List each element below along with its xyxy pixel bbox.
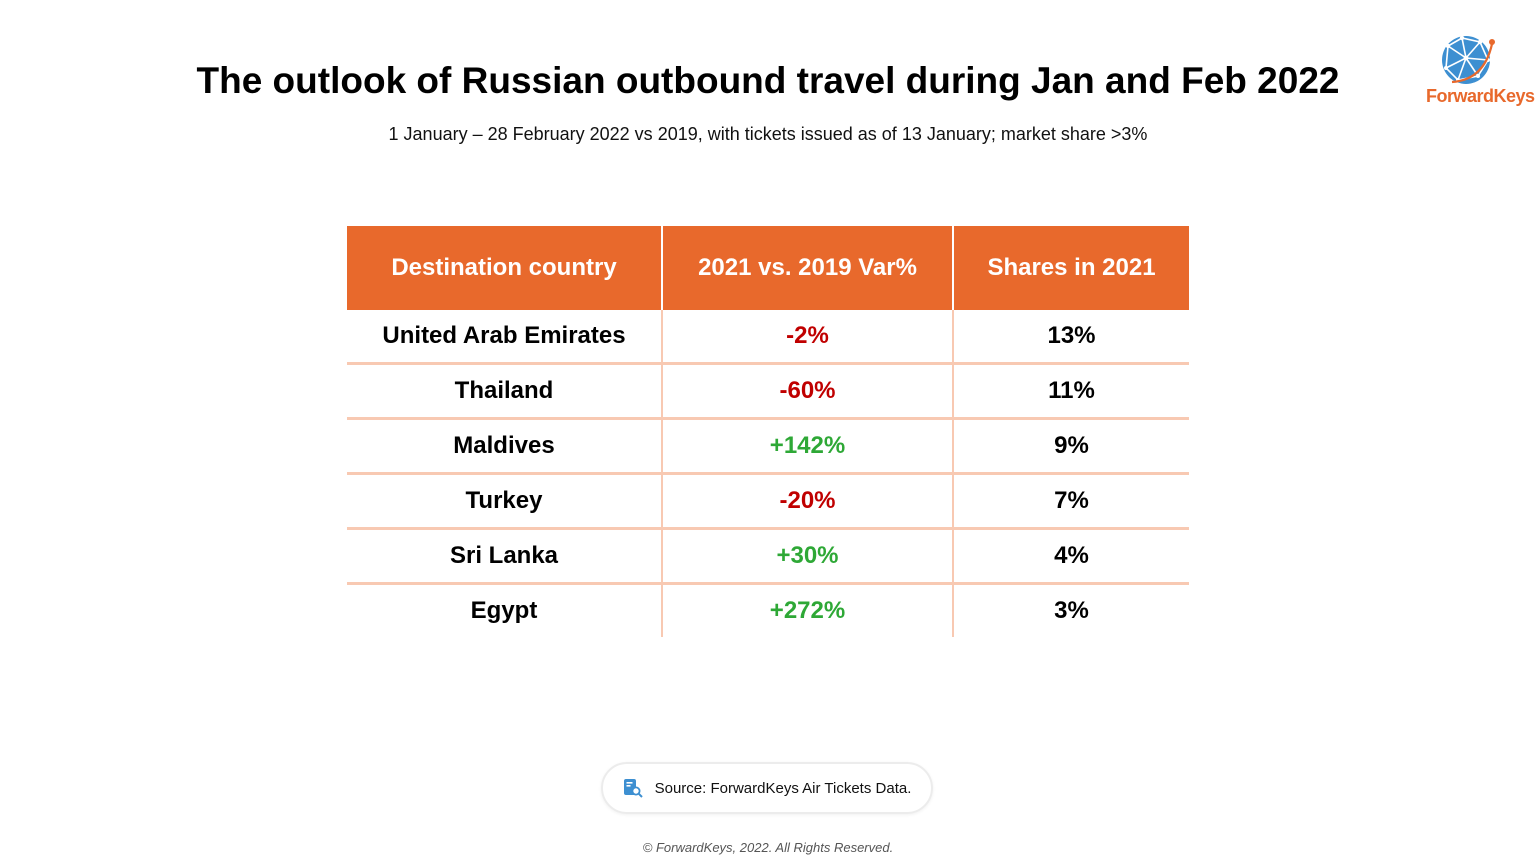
share-cell: 4% <box>952 528 1189 585</box>
country-cell: Egypt <box>470 597 538 624</box>
table-row: Sri Lanka +30% 4% <box>347 528 1189 585</box>
country-cell: Turkey <box>347 473 662 530</box>
variance-cell: +30% <box>661 528 953 585</box>
column-header-variance: 2021 vs. 2019 Var% <box>661 226 953 310</box>
column-header-country: Destination country <box>347 226 662 310</box>
brand-logo-text: ForwardKeys <box>1426 86 1535 106</box>
column-header-share: Shares in 2021 <box>952 226 1189 310</box>
document-search-icon <box>623 779 643 798</box>
share-cell: 7% <box>952 473 1189 530</box>
source-badge: Source: ForwardKeys Air Tickets Data. <box>601 762 933 814</box>
table-row: United Arab Emirates -2% 13% <box>347 310 1189 365</box>
variance-cell: +272% <box>661 583 953 637</box>
table-row: Thailand -60% 11% <box>347 363 1189 420</box>
share-cell: 11% <box>952 363 1189 420</box>
table-header-row: Destination country 2021 vs. 2019 Var% S… <box>347 226 1189 310</box>
share-cell: 9% <box>952 418 1189 475</box>
variance-cell: +142% <box>661 418 953 475</box>
table-row: Egypt +272% 3% <box>347 583 1189 637</box>
share-cell: 3% <box>952 583 1189 637</box>
globe-network-icon <box>1442 35 1495 84</box>
table-row: Maldives +142% 9% <box>347 418 1189 475</box>
source-text: Source: ForwardKeys Air Tickets Data. <box>654 779 912 797</box>
country-cell: Thailand <box>347 363 662 420</box>
country-cell: United Arab Emirates <box>347 310 662 365</box>
country-cell: Sri Lanka <box>347 528 662 585</box>
variance-cell: -2% <box>661 310 953 365</box>
copyright-text: © ForwardKeys, 2022. All Rights Reserved… <box>642 840 894 855</box>
destination-table: Destination country 2021 vs. 2019 Var% S… <box>347 226 1189 637</box>
table-row: Turkey -20% 7% <box>347 473 1189 530</box>
page-title: The outlook of Russian outbound travel d… <box>196 60 1340 101</box>
variance-cell: -20% <box>661 473 953 530</box>
page-subtitle: 1 January – 28 February 2022 vs 2019, wi… <box>388 124 1148 144</box>
share-cell: 13% <box>952 310 1189 365</box>
variance-cell: -60% <box>661 363 953 420</box>
country-cell: Maldives <box>347 418 662 475</box>
